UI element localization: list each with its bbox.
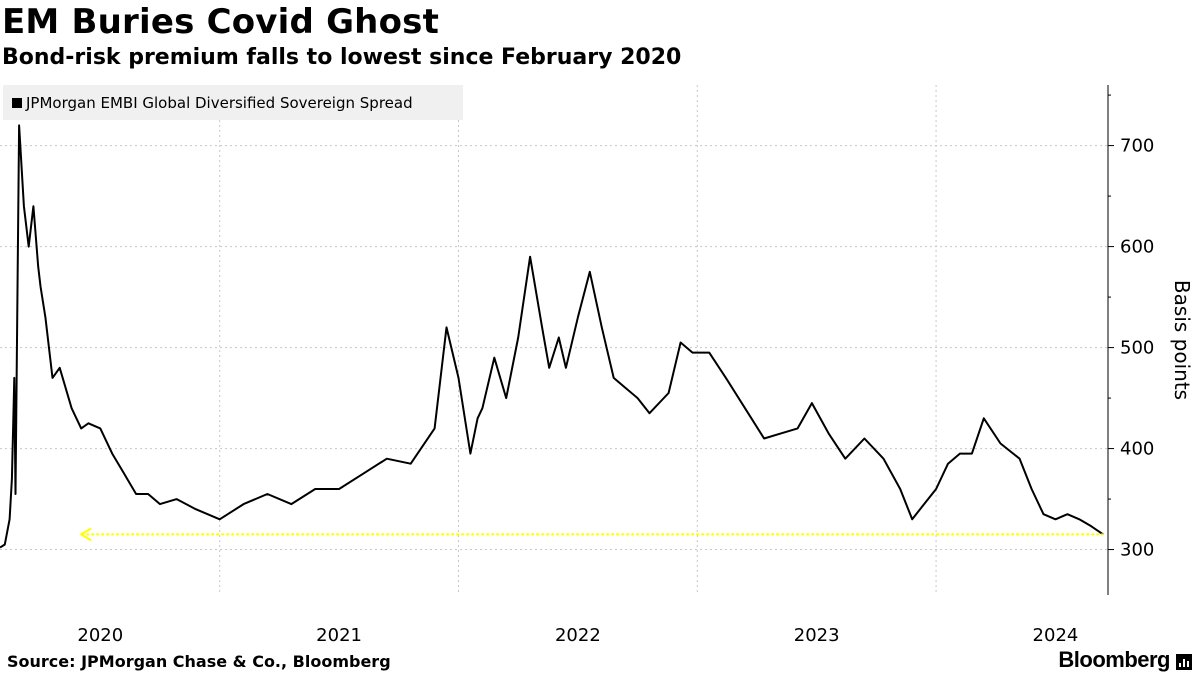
legend-label: JPMorgan EMBI Global Diversified Soverei… (26, 93, 413, 112)
x-tick-label: 2020 (77, 625, 123, 646)
legend-swatch (12, 97, 22, 108)
y-tick-label: 500 (1120, 338, 1154, 359)
x-tick-label: 2022 (555, 625, 601, 646)
grid-layer (0, 85, 1108, 595)
brand-name: Bloomberg (1058, 647, 1170, 672)
series-layer (0, 124, 1104, 549)
label-layer: 300 400 500 600 700 2020 2021 2022 2023 2024 Basis… (77, 136, 1194, 646)
chart-subtitle: Bond-risk premium falls to lowest since … (2, 45, 682, 70)
series-line (0, 124, 1104, 549)
x-tick-label: 2023 (794, 625, 840, 646)
y-tick-label: 700 (1120, 136, 1154, 157)
bloomberg-logo: Bloomberg (1058, 647, 1192, 673)
y-tick-label: 400 (1120, 439, 1154, 460)
x-tick-label: 2021 (316, 625, 362, 646)
axis-layer (1107, 85, 1114, 595)
bloomberg-mark-icon (1176, 653, 1192, 670)
reference-arrowhead (79, 527, 92, 542)
x-tick-label: 2024 (1033, 625, 1079, 646)
y-axis-title: Basis points (1170, 280, 1194, 400)
y-tick-label: 300 (1120, 540, 1154, 561)
chart-title: EM Buries Covid Ghost (2, 2, 440, 42)
chart-legend: JPMorgan EMBI Global Diversified Soverei… (3, 85, 463, 120)
y-tick-label: 600 (1120, 237, 1154, 258)
source-note: Source: JPMorgan Chase & Co., Bloomberg (7, 652, 391, 671)
